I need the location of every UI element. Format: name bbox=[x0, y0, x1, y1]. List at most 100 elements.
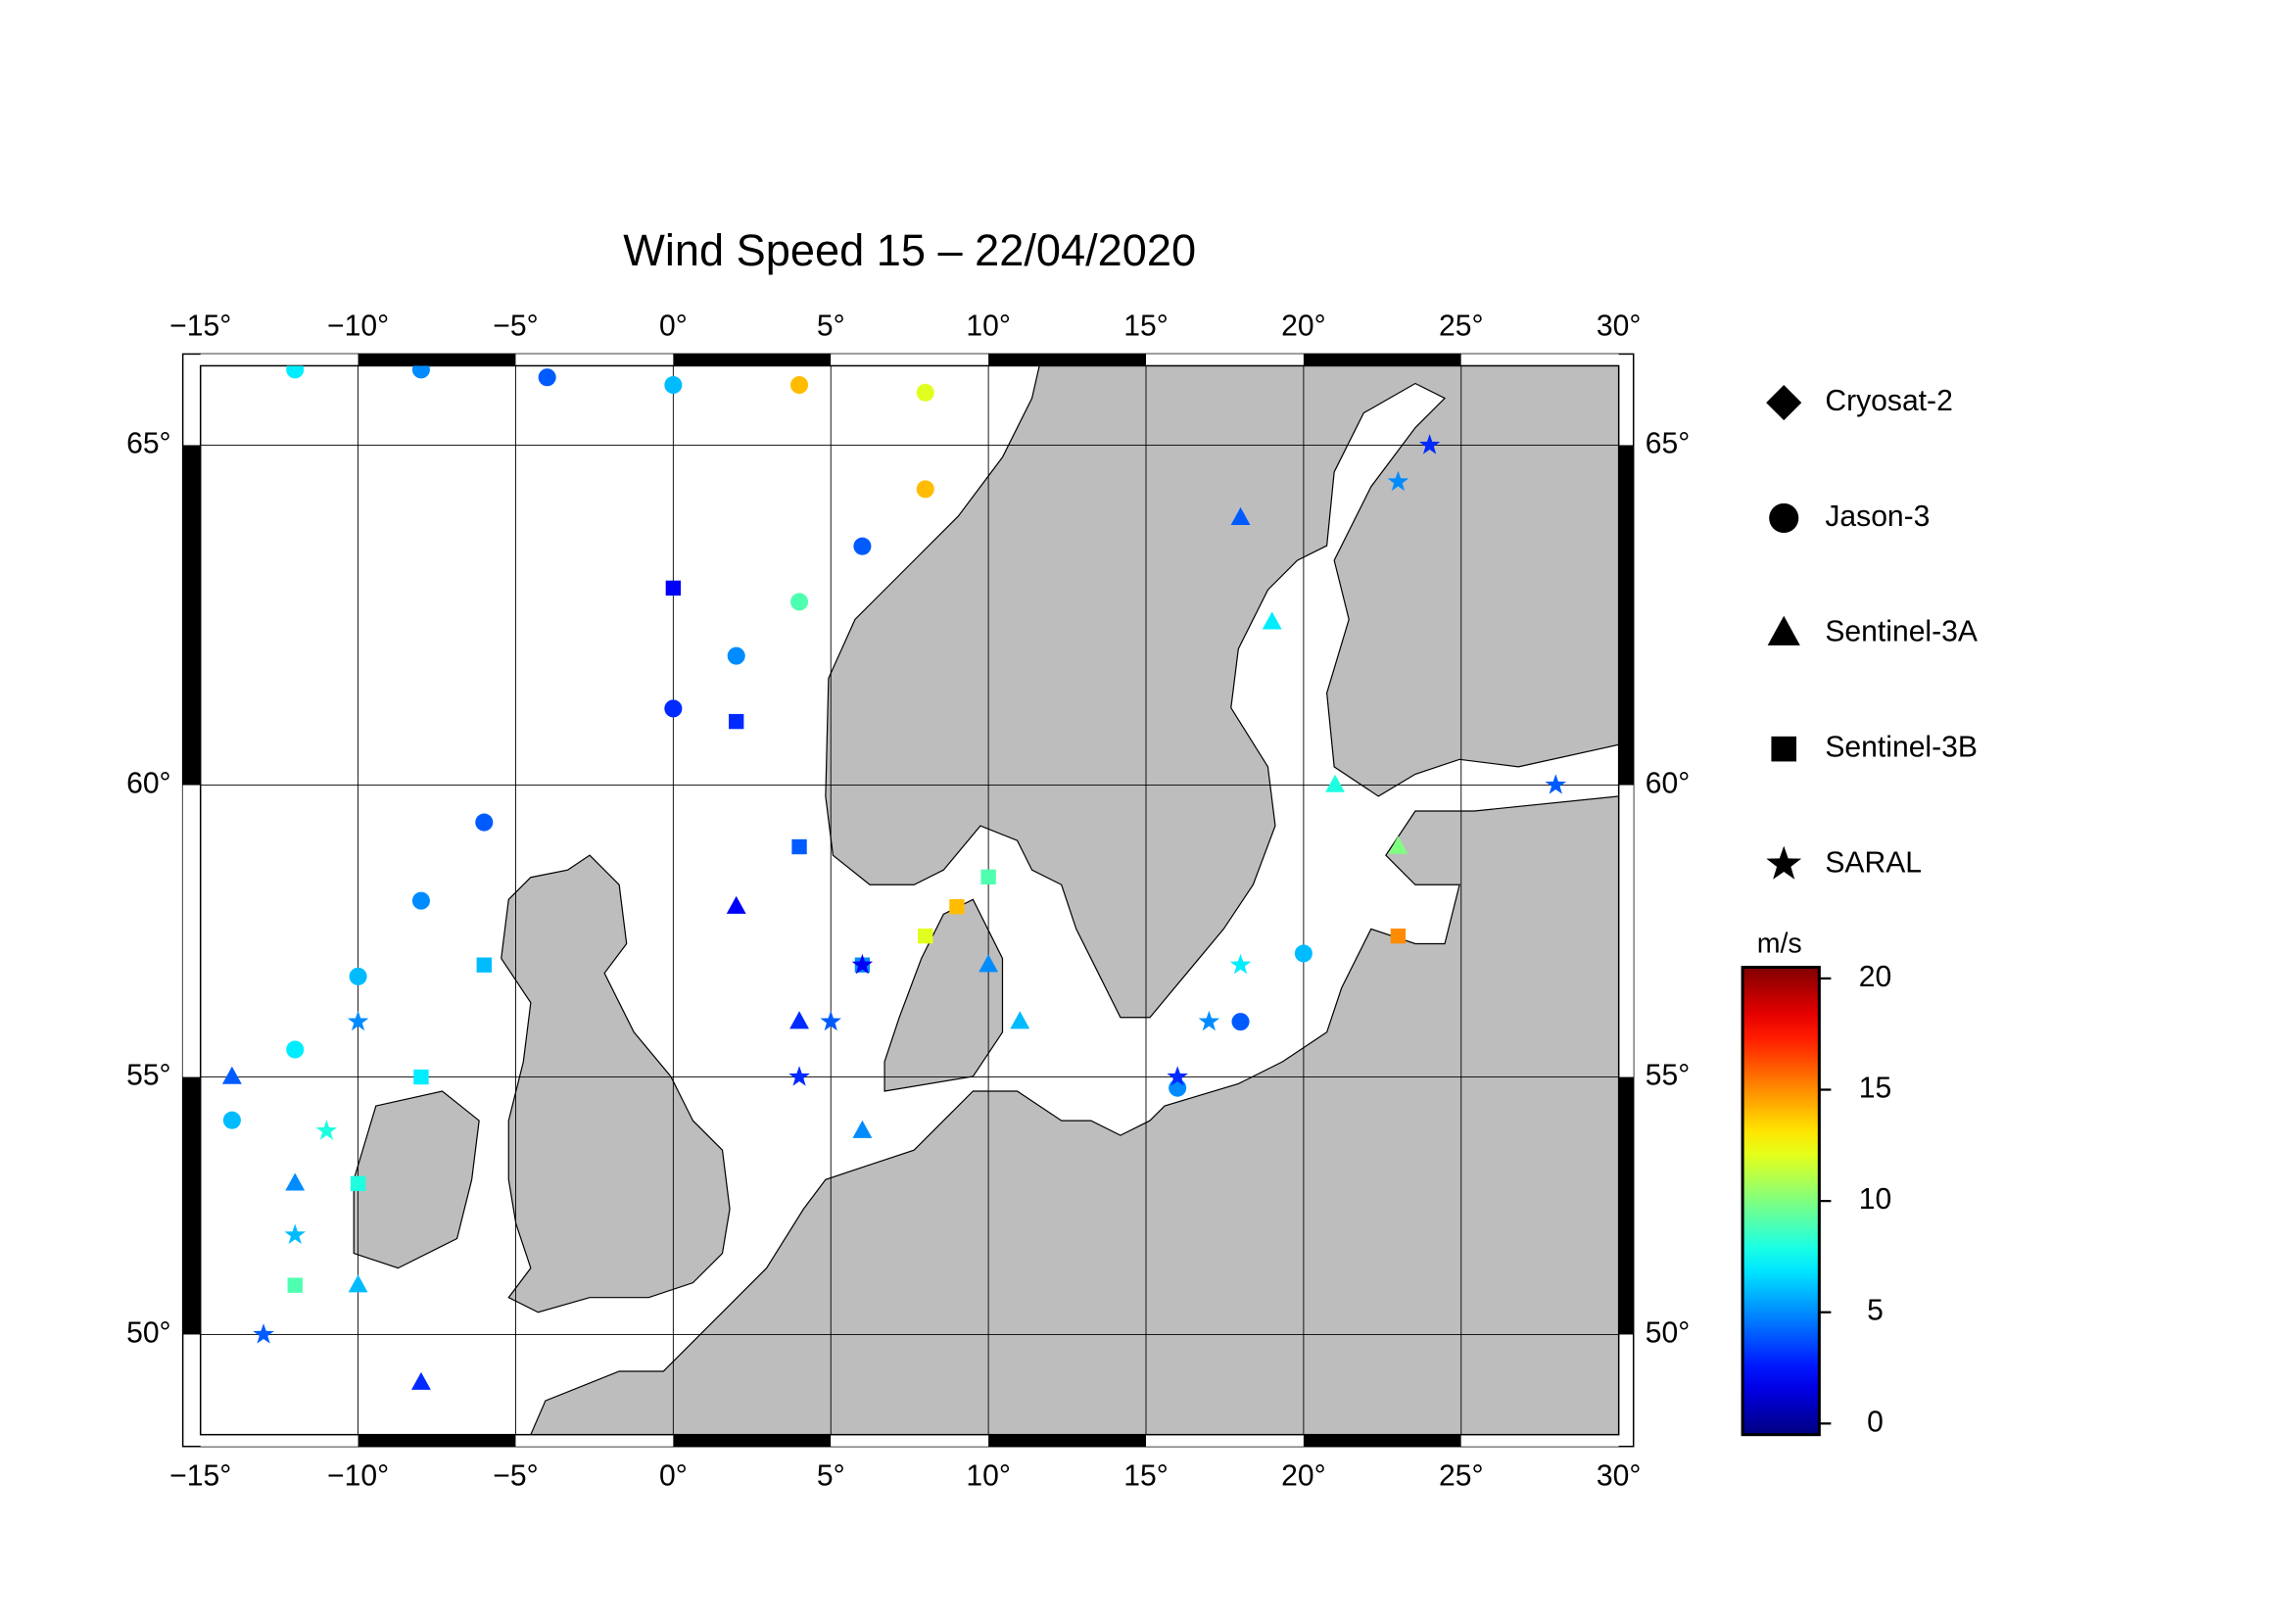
data-point bbox=[852, 1120, 873, 1138]
y-tick-label: 50° bbox=[126, 1316, 171, 1349]
frame-band bbox=[673, 354, 832, 366]
ireland bbox=[353, 1090, 480, 1269]
data-point bbox=[413, 1069, 429, 1085]
frame-band bbox=[1303, 354, 1461, 366]
data-point bbox=[820, 1010, 841, 1031]
colorbar-tick-label: 10 bbox=[1859, 1183, 1891, 1216]
data-point bbox=[1167, 1066, 1188, 1086]
x-tick-label: −10° bbox=[327, 310, 389, 342]
x-tick-label: 10° bbox=[966, 1459, 1011, 1492]
data-point bbox=[221, 1066, 242, 1084]
colorbar-tick-label: 0 bbox=[1867, 1406, 1884, 1438]
data-point bbox=[1325, 774, 1345, 792]
data-point bbox=[286, 365, 305, 379]
x-tick-label: 30° bbox=[1597, 1459, 1642, 1492]
y-tick-label: 60° bbox=[1646, 767, 1691, 799]
data-point bbox=[1231, 1013, 1250, 1031]
legend-label: Sentinel-3B bbox=[1825, 732, 1978, 764]
y-tick-label: 60° bbox=[126, 767, 171, 799]
data-point bbox=[916, 480, 934, 499]
data-point bbox=[222, 1111, 241, 1129]
frame-band bbox=[673, 1434, 832, 1447]
legend-marker bbox=[1766, 385, 1802, 421]
data-point bbox=[411, 1371, 431, 1390]
x-tick-label: 15° bbox=[1123, 1459, 1169, 1492]
data-point bbox=[726, 895, 746, 914]
data-point bbox=[1262, 611, 1282, 630]
frame-band bbox=[988, 354, 1147, 366]
frame-band bbox=[182, 1076, 201, 1335]
data-point bbox=[475, 813, 494, 832]
data-point bbox=[348, 1274, 368, 1293]
colorbar-label: m/s bbox=[1757, 929, 1802, 960]
legend-label: Jason-3 bbox=[1825, 501, 1930, 533]
data-point bbox=[790, 593, 809, 611]
y-tick-label: 65° bbox=[1646, 427, 1691, 459]
frame-band bbox=[200, 354, 358, 366]
y-tick-label: 50° bbox=[1646, 1316, 1691, 1349]
data-point bbox=[790, 376, 809, 395]
data-point bbox=[1010, 1011, 1030, 1029]
frame-band bbox=[358, 354, 516, 366]
x-tick-label: 0° bbox=[659, 310, 688, 342]
data-point bbox=[349, 967, 367, 985]
colorbar: m/s 0 5 10 15 20 bbox=[1741, 929, 1891, 1438]
y-tick-label: 55° bbox=[126, 1059, 171, 1091]
x-tick-label: 25° bbox=[1439, 1459, 1484, 1492]
data-point bbox=[253, 1323, 274, 1344]
x-tick-label: 10° bbox=[966, 310, 1011, 342]
frame-band bbox=[1618, 785, 1634, 1077]
data-point bbox=[1230, 506, 1251, 525]
x-tick-label: 5° bbox=[817, 1459, 845, 1492]
x-tick-label: −10° bbox=[327, 1459, 389, 1492]
frame-band bbox=[358, 1434, 516, 1447]
x-tick-label: 25° bbox=[1439, 310, 1484, 342]
legend-marker bbox=[1767, 615, 1800, 645]
x-tick-label: 15° bbox=[1123, 310, 1169, 342]
legend-marker bbox=[1771, 736, 1797, 762]
data-point bbox=[411, 365, 430, 379]
data-point bbox=[347, 1010, 369, 1031]
data-point bbox=[664, 699, 683, 718]
frame-band bbox=[1146, 354, 1304, 366]
data-point bbox=[918, 928, 933, 944]
data-point bbox=[285, 1172, 306, 1191]
data-point bbox=[1294, 944, 1313, 963]
data-point bbox=[980, 869, 996, 884]
x-tick-label: −15° bbox=[169, 310, 231, 342]
x-tick-label: 30° bbox=[1597, 310, 1642, 342]
frame-band bbox=[515, 1434, 674, 1447]
data-point bbox=[315, 1120, 338, 1140]
data-point bbox=[284, 1223, 306, 1244]
data-point bbox=[727, 646, 745, 665]
x-tick-label: −5° bbox=[493, 1459, 538, 1492]
legend: Cryosat-2 Jason-3 Sentinel-3A Sentinel-3B SA… bbox=[1766, 385, 1979, 880]
data-point bbox=[729, 713, 744, 730]
data-point bbox=[1418, 434, 1441, 454]
colorbar-tick-label: 15 bbox=[1859, 1072, 1891, 1104]
legend-label: Cryosat-2 bbox=[1825, 385, 1952, 417]
legend-marker bbox=[1766, 845, 1802, 880]
data-point bbox=[665, 580, 682, 597]
frame-band bbox=[1460, 354, 1619, 366]
x-tick-label: −15° bbox=[169, 1459, 231, 1492]
colorbar-gradient bbox=[1741, 966, 1821, 1437]
data-point bbox=[538, 368, 556, 387]
frame-band bbox=[831, 354, 989, 366]
legend-marker bbox=[1769, 502, 1799, 533]
data-point bbox=[1198, 1010, 1220, 1031]
data-points bbox=[221, 365, 1567, 1390]
frame-band bbox=[1146, 1434, 1304, 1447]
frame-band bbox=[1618, 445, 1634, 786]
data-point bbox=[1229, 953, 1252, 975]
data-point bbox=[287, 1277, 303, 1293]
data-point bbox=[978, 954, 999, 973]
data-point bbox=[350, 1175, 366, 1192]
data-point bbox=[286, 1040, 305, 1059]
data-point bbox=[1387, 470, 1409, 492]
data-point bbox=[916, 383, 934, 402]
frame-band bbox=[200, 1434, 358, 1447]
frame-band bbox=[988, 1434, 1147, 1447]
